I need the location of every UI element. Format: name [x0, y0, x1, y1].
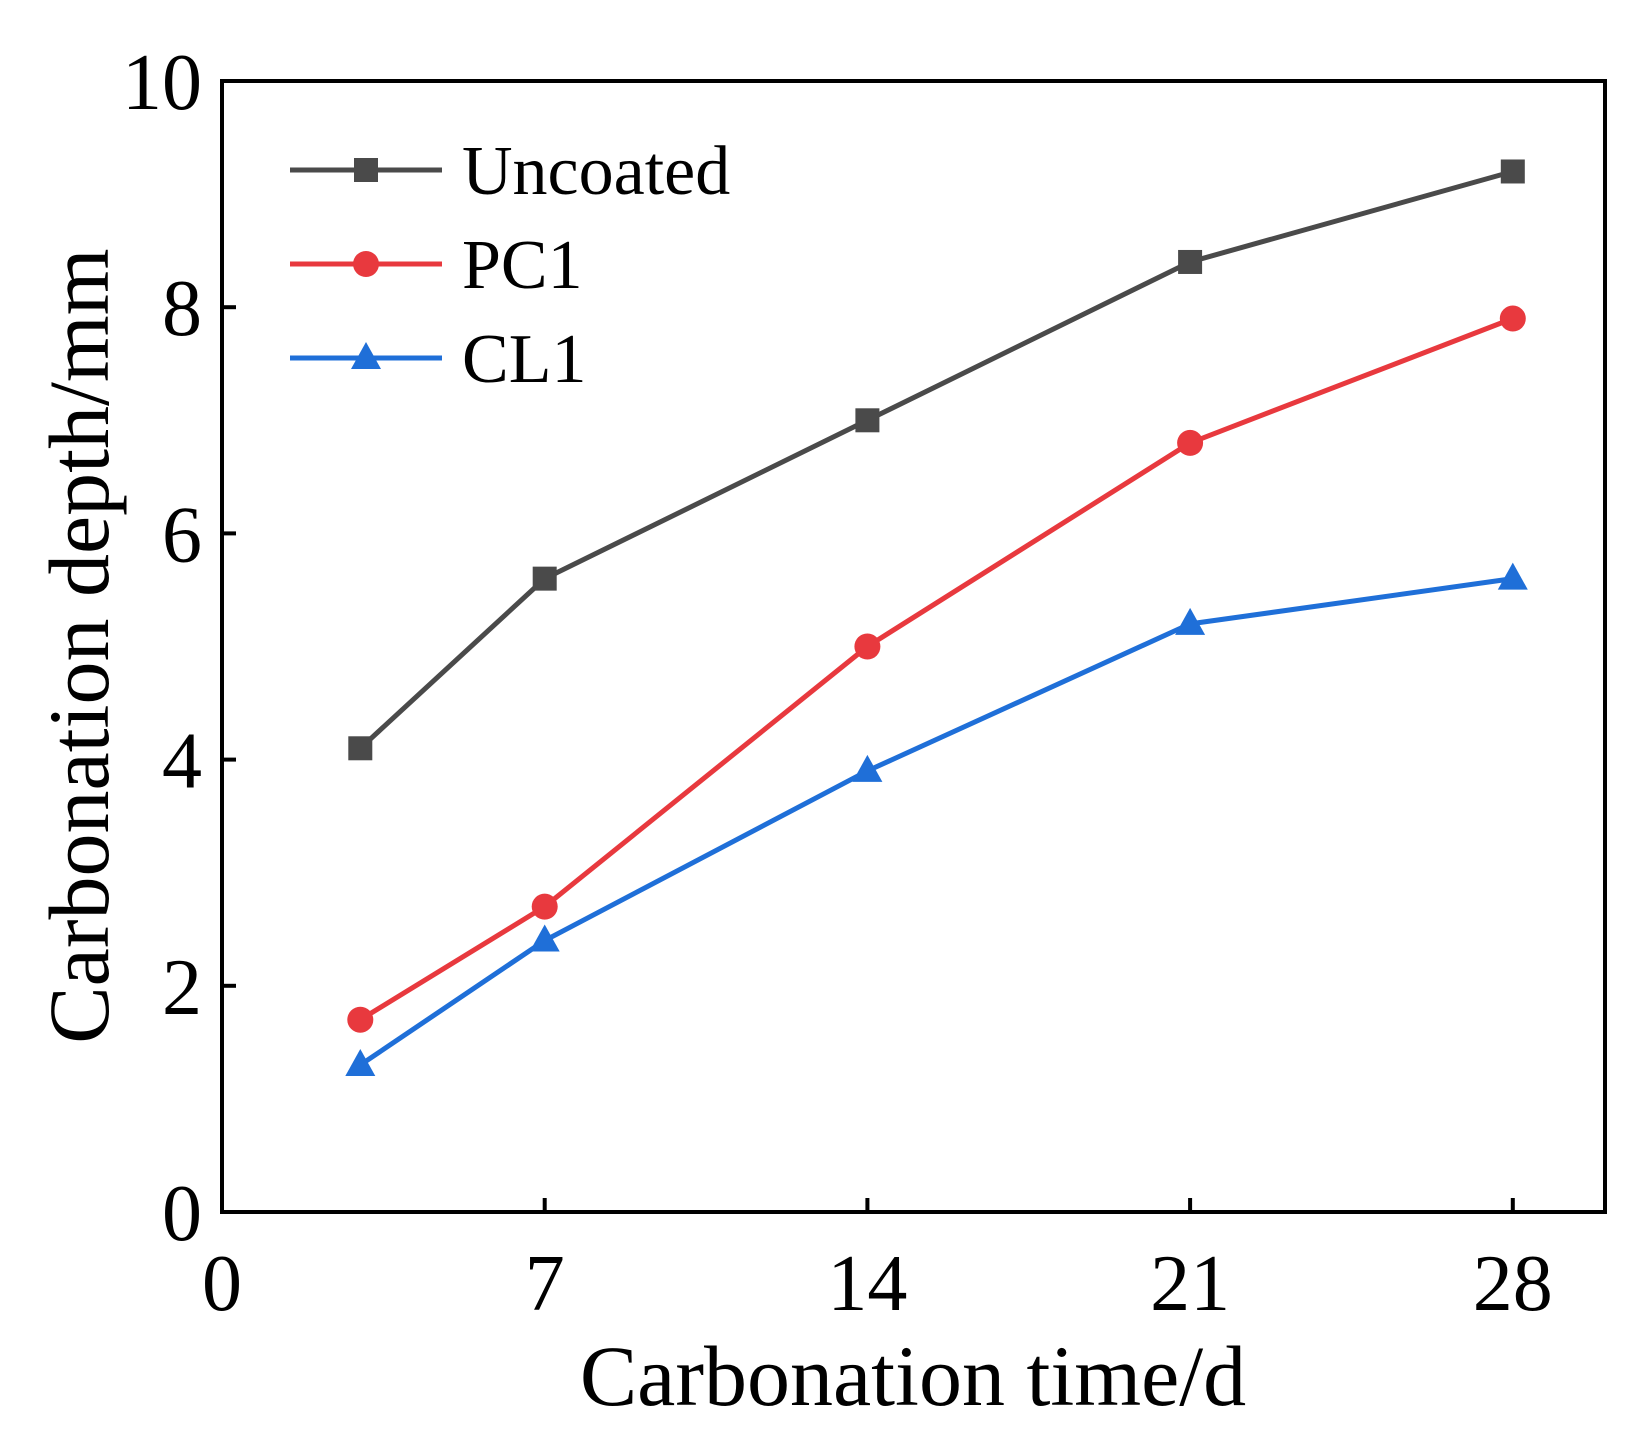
x-axis-ticks: 0 7 14 21 28 [202, 1198, 1553, 1328]
data-point-uncoated [1178, 249, 1203, 274]
data-point-cl1 [1497, 562, 1528, 590]
x-tick-label: 7 [525, 1240, 565, 1328]
x-tick-label: 0 [202, 1240, 242, 1328]
legend: Uncoated PC1 CL1 [290, 133, 730, 398]
series-line-cl1 [358, 576, 1514, 1068]
series-cl1 [345, 562, 1528, 1076]
data-point-pc1 [854, 633, 881, 660]
series-uncoated [348, 159, 1525, 761]
y-tick-label: 0 [162, 1170, 202, 1258]
x-tick-label: 28 [1473, 1240, 1553, 1328]
y-axis-title: Carbonation depth/mm [31, 248, 127, 1043]
data-point-cl1 [852, 754, 883, 782]
series-line-pc1 [358, 316, 1514, 1022]
x-axis-title: Carbonation time/d [580, 1328, 1246, 1424]
y-tick-label: 2 [162, 944, 202, 1032]
data-point-uncoated [532, 566, 557, 591]
y-tick-label: 6 [162, 491, 202, 579]
legend-label: CL1 [462, 321, 586, 398]
y-tick-label: 4 [162, 718, 202, 806]
data-point-pc1 [347, 1006, 374, 1033]
legend-label: PC1 [462, 227, 583, 304]
data-point-uncoated [1500, 159, 1525, 184]
series-pc1 [347, 305, 1526, 1033]
data-point-uncoated [855, 408, 880, 433]
data-point-cl1 [345, 1048, 376, 1076]
y-axis-ticks: 0 2 4 6 8 10 [122, 39, 236, 1258]
data-point-uncoated [348, 736, 373, 761]
legend-item-pc1: PC1 [290, 227, 583, 304]
legend-marker [354, 158, 378, 182]
x-tick-label: 21 [1150, 1240, 1230, 1328]
data-point-pc1 [1177, 429, 1204, 456]
x-tick-label: 14 [827, 1240, 907, 1328]
data-point-cl1 [1175, 607, 1206, 635]
data-point-pc1 [531, 893, 558, 920]
y-tick-label: 8 [162, 265, 202, 353]
legend-marker [351, 342, 381, 369]
data-point-pc1 [1499, 305, 1526, 332]
plot-frame [220, 79, 1607, 1214]
legend-marker [353, 251, 379, 277]
series-layer [345, 159, 1528, 1076]
y-tick-label: 10 [122, 39, 202, 127]
data-point-cl1 [529, 924, 560, 952]
legend-item-cl1: CL1 [290, 321, 586, 398]
legend-item-uncoated: Uncoated [290, 133, 730, 210]
legend-label: Uncoated [462, 133, 730, 210]
